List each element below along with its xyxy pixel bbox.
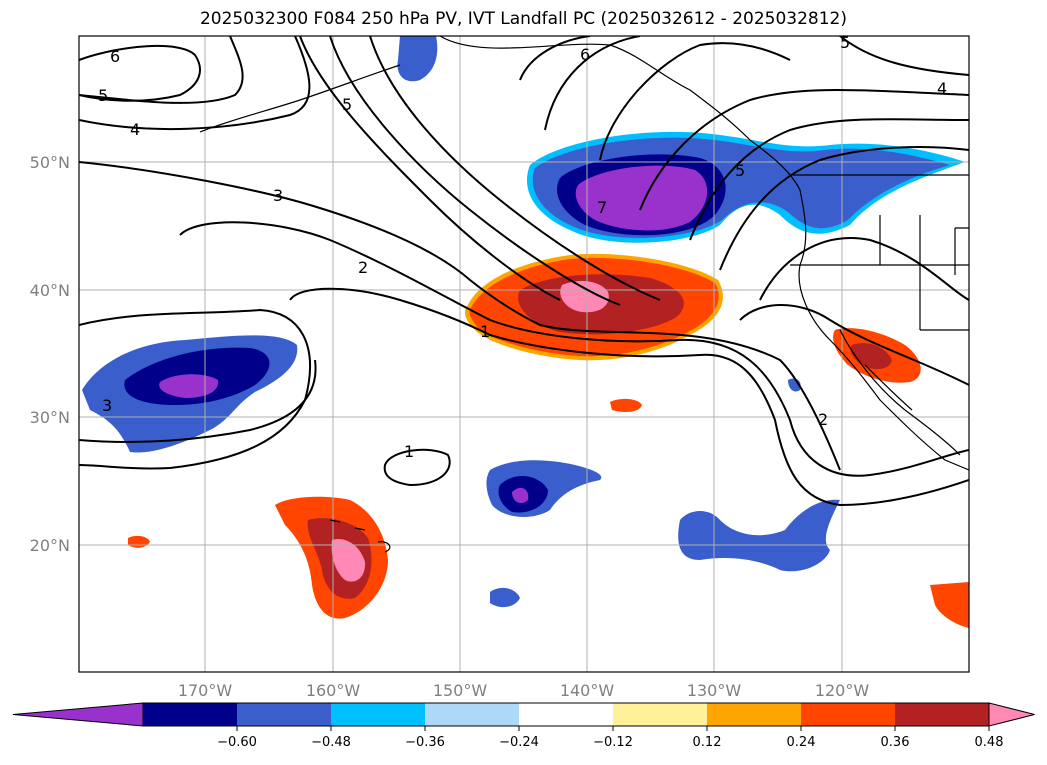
colorbar-tick-label: −0.48	[311, 735, 351, 750]
colorbar-segment	[237, 703, 332, 726]
lon-label-160w: 160°W	[306, 681, 361, 700]
contour-ridge-6	[739, 304, 969, 386]
colorbar-segment	[331, 703, 426, 726]
lat-label-20n: 20°N	[30, 536, 70, 555]
colorbar-tick-label: 0.12	[693, 735, 722, 750]
contour-1	[289, 287, 969, 507]
contour-labels: 6 5 4 3 2 1 5 6 7 5 5 4 3 1 2	[98, 33, 947, 461]
lon-label-120w: 120°W	[815, 681, 870, 700]
negative-anomaly-core	[575, 165, 708, 231]
contour-label: 4	[130, 120, 140, 139]
contour-5-nw	[79, 36, 244, 104]
contour-3-nw	[79, 161, 841, 471]
negative-anomaly-mid-core	[512, 487, 529, 504]
positive-anomaly-hawaii-core	[331, 539, 366, 582]
pv-anomaly-fills	[82, 36, 969, 628]
colorbar-tick-label: −0.24	[499, 735, 539, 750]
colorbar-segment	[707, 703, 802, 726]
contour-trough-3	[369, 36, 661, 301]
positive-anomaly-small-2	[128, 535, 150, 548]
contour-2-west	[79, 359, 317, 443]
contour-label: 5	[98, 86, 108, 105]
aleutian-islands	[199, 64, 401, 133]
negative-anomaly-small-1	[490, 587, 520, 608]
contour-label: 7	[597, 198, 607, 217]
contour-label: 3	[273, 186, 283, 205]
colorbar-segment	[425, 703, 520, 726]
contour-label: 5	[342, 95, 352, 114]
gulf-of-california	[864, 364, 913, 411]
colorbar-tick-label: 0.36	[881, 735, 910, 750]
negative-anomaly-west-core	[159, 374, 219, 398]
colorbar-segment	[801, 703, 896, 726]
lon-label-140w: 140°W	[560, 681, 615, 700]
contour-label: 4	[937, 79, 947, 98]
contour-ridge-2	[689, 118, 969, 241]
contour-label: 6	[580, 45, 590, 64]
contour-label: 6	[110, 47, 120, 66]
contour-label: 1	[480, 322, 490, 341]
colorbar-tick-label: 0.24	[787, 735, 816, 750]
contour-trough-4	[519, 36, 591, 81]
contour-trough-2	[329, 36, 621, 306]
contour-label: 2	[818, 410, 828, 429]
colorbar-tick-label: −0.60	[217, 735, 257, 750]
map-area: 6 5 4 3 2 1 5 6 7 5 5 4 3 1 2	[79, 33, 969, 672]
hawaii-islands	[329, 519, 391, 553]
negative-anomaly-subtropical	[678, 499, 840, 572]
positive-anomaly-small-3	[930, 582, 969, 628]
lat-label-50n: 50°N	[30, 153, 70, 172]
contour-label: 1	[404, 442, 414, 461]
contour-ridge-3	[719, 146, 969, 271]
contour-3-west	[79, 308, 311, 470]
map-gridlines	[79, 36, 969, 672]
contour-label: 3	[102, 396, 112, 415]
lon-label-130w: 130°W	[687, 681, 742, 700]
colorbar-frame	[142, 702, 990, 727]
map-frame	[78, 35, 970, 673]
contour-ridge-4	[839, 36, 969, 76]
positive-anomaly-small-1	[610, 398, 642, 413]
baja-california	[839, 329, 961, 456]
alaska-coast	[439, 36, 969, 471]
state-lines	[790, 215, 969, 331]
colorbar-segment	[895, 703, 990, 726]
colorbar-extend-high	[988, 702, 1035, 727]
colorbar-segment	[613, 703, 708, 726]
contour-label: 2	[358, 258, 368, 277]
contour-1-small	[383, 448, 451, 487]
colorbar-tick-label: −0.12	[593, 735, 633, 750]
colorbar-tick-label: −0.36	[405, 735, 445, 750]
contour-4-nw	[79, 36, 311, 131]
negative-anomaly-north	[397, 36, 438, 82]
contour-ridge-5	[759, 237, 969, 301]
contour-2	[179, 221, 969, 477]
contour-trough-5	[544, 36, 791, 161]
lon-label-170w: 170°W	[178, 681, 233, 700]
contour-label: 5	[735, 161, 745, 180]
positive-anomaly-central-core	[560, 280, 609, 313]
contour-ridge-1	[639, 89, 969, 211]
latitude-labels: 50°N 40°N 30°N 20°N	[30, 153, 70, 555]
colorbar-segment	[519, 703, 614, 726]
longitude-labels: 170°W 160°W 150°W 140°W 130°W 120°W	[178, 681, 870, 700]
lat-label-40n: 40°N	[30, 281, 70, 300]
pv-contours	[79, 36, 969, 507]
contour-trough-1	[299, 36, 561, 301]
lat-label-30n: 30°N	[30, 408, 70, 427]
colorbar-extend-low	[12, 702, 144, 727]
map-title: 2025032300 F084 250 hPa PV, IVT Landfall…	[199, 9, 847, 29]
colorbar-segment	[143, 703, 238, 726]
lon-label-150w: 150°W	[433, 681, 488, 700]
colorbar: −0.60 −0.48 −0.36 −0.24 −0.12 0.12 0.24 0.36 0.4…	[12, 702, 1035, 750]
colorbar-tick-label: 0.48	[975, 735, 1004, 750]
contour-6-nw	[79, 44, 201, 102]
contour-label: 5	[840, 33, 850, 52]
